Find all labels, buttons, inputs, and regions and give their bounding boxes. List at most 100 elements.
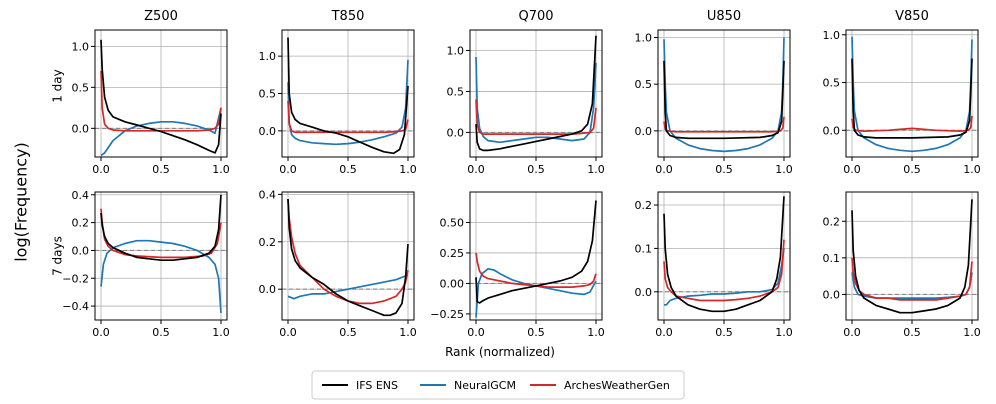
series-line-neuralgcm xyxy=(663,37,785,153)
x-tick-label: 1.0 xyxy=(775,163,793,176)
y-tick-label: −0.2 xyxy=(62,272,89,285)
series-line-neuralgcm xyxy=(475,267,597,318)
x-tick-label: 1.0 xyxy=(399,163,417,176)
series-line-archesweathergen xyxy=(475,99,597,135)
series-line-archesweathergen xyxy=(475,252,597,288)
legend: IFS ENS NeuralGCM ArchesWeatherGen xyxy=(311,370,685,400)
y-tick-label: 0.0 xyxy=(635,286,653,299)
panel-title: V850 xyxy=(895,9,929,24)
legend-frame xyxy=(311,370,685,400)
x-tick-label: 0.5 xyxy=(903,326,921,339)
x-tick-label: 1.0 xyxy=(212,326,230,339)
panel-1day-z500: 0.0 0.5 1.0 1.0 0.5 0.0 Z500 xyxy=(72,9,230,176)
x-axis-label: Rank (normalized) xyxy=(445,345,555,359)
series-line-neuralgcm xyxy=(851,36,973,153)
y-tick-label: 0.2 xyxy=(72,217,90,230)
series-line-ifs-ens xyxy=(100,39,222,154)
x-tick-label: 1.0 xyxy=(775,326,793,339)
panel-title: Q700 xyxy=(518,9,553,24)
series-line-archesweathergen xyxy=(100,70,222,132)
y-tick-label: 0.5 xyxy=(72,81,90,94)
y-tick-label: 0.1 xyxy=(823,252,841,265)
series-line-ifs-ens xyxy=(663,60,785,140)
panel-7days-q700: 0.0 0.5 1.0 0.50 0.25 0.00 −0.25 xyxy=(430,191,605,339)
x-tick-label: 0.5 xyxy=(715,326,733,339)
y-tick-label: 0.00 xyxy=(440,277,465,290)
panel-1day-u850: 0.0 0.5 1.0 1.0 0.5 0.0 U850 xyxy=(635,9,793,176)
series-line-neuralgcm xyxy=(100,239,222,314)
y-tick-label: 0.4 xyxy=(72,189,90,202)
x-tick-label: 0.0 xyxy=(655,163,673,176)
x-tick-label: 1.0 xyxy=(963,326,981,339)
row-label-1-day: 1 day xyxy=(51,69,65,103)
panel-1day-q700: 0.0 0.5 1.0 1.0 0.5 0.0 Q700 xyxy=(447,9,605,176)
series-line-ifs-ens xyxy=(287,37,409,155)
x-tick-label: 0.5 xyxy=(152,326,170,339)
series-line-ifs-ens xyxy=(475,35,597,152)
y-tick-label: 0.5 xyxy=(447,85,465,98)
y-tick-label: 0.2 xyxy=(823,215,841,228)
y-tick-label: 0.1 xyxy=(635,242,653,255)
y-tick-label: 0.50 xyxy=(440,216,465,229)
row-label-7-days: 7 days xyxy=(51,236,65,276)
series-line-ifs-ens xyxy=(851,58,973,139)
panel-7days-v850: 0.0 0.5 1.0 0.2 0.1 0.0 xyxy=(823,191,981,339)
y-tick-label: 1.0 xyxy=(635,31,653,44)
x-tick-label: 0.0 xyxy=(92,163,110,176)
x-tick-label: 0.5 xyxy=(339,163,357,176)
y-tick-label: 1.0 xyxy=(72,40,90,53)
panel-1day-v850: 0.0 0.5 1.0 1.0 0.5 0.0 V850 xyxy=(823,9,981,176)
x-tick-label: 0.0 xyxy=(843,163,861,176)
y-tick-label: 0.2 xyxy=(259,236,277,249)
legend-label-neuralgcm: NeuralGCM xyxy=(454,379,516,392)
panel-7days-z500: 0.0 0.5 1.0 0.4 0.2 0.0 −0.2 −0.4 xyxy=(62,189,229,339)
x-tick-label: 0.0 xyxy=(655,326,673,339)
series-line-archesweathergen xyxy=(100,208,222,259)
series-line-ifs-ens xyxy=(851,199,973,314)
y-tick-label: 0.0 xyxy=(447,126,465,139)
x-tick-label: 0.0 xyxy=(279,326,297,339)
y-tick-label: 1.0 xyxy=(823,29,841,42)
panel-title: Z500 xyxy=(144,9,178,24)
panel-7days-t850: 0.0 0.5 1.0 0.4 0.2 0.0 xyxy=(259,188,417,339)
series-line-ifs-ens xyxy=(287,199,409,317)
series-line-archesweathergen xyxy=(851,257,973,301)
x-tick-label: 0.0 xyxy=(467,163,485,176)
series-line-neuralgcm xyxy=(287,274,409,300)
series-line-ifs-ens xyxy=(663,196,785,313)
x-tick-label: 1.0 xyxy=(587,163,605,176)
series-line-neuralgcm xyxy=(664,248,785,306)
y-tick-label: 0.0 xyxy=(259,283,277,296)
x-tick-label: 0.0 xyxy=(467,326,485,339)
y-tick-label: −0.25 xyxy=(430,308,464,321)
series-line-archesweathergen xyxy=(663,239,785,302)
x-tick-label: 0.5 xyxy=(527,163,545,176)
x-tick-label: 1.0 xyxy=(587,326,605,339)
series-line-archesweathergen xyxy=(287,199,409,305)
y-tick-label: 1.0 xyxy=(259,50,277,63)
y-tick-label: 0.5 xyxy=(635,78,653,91)
x-tick-label: 0.0 xyxy=(843,326,861,339)
x-tick-label: 1.0 xyxy=(212,163,230,176)
x-tick-label: 0.0 xyxy=(279,163,297,176)
panel-title: T850 xyxy=(331,9,365,24)
y-tick-label: 0.0 xyxy=(635,125,653,138)
x-tick-label: 0.5 xyxy=(152,163,170,176)
y-tick-label: 0.0 xyxy=(72,244,90,257)
x-tick-label: 1.0 xyxy=(963,163,981,176)
y-tick-label: 0.25 xyxy=(440,247,465,260)
panel-7days-u850: 0.0 0.5 1.0 0.2 0.1 0.0 xyxy=(635,191,793,339)
y-tick-label: 0.4 xyxy=(259,188,277,201)
series-line-ifs-ens xyxy=(100,194,222,262)
y-tick-label: 0.0 xyxy=(823,124,841,137)
series-line-ifs-ens xyxy=(475,200,597,304)
y-tick-label: −0.4 xyxy=(62,300,89,313)
y-tick-label: 0.5 xyxy=(259,88,277,101)
x-tick-label: 0.5 xyxy=(903,163,921,176)
y-tick-label: 0.0 xyxy=(823,288,841,301)
x-tick-label: 0.5 xyxy=(715,163,733,176)
y-tick-label: 0.2 xyxy=(635,199,653,212)
y-tick-label: 0.0 xyxy=(72,122,90,135)
